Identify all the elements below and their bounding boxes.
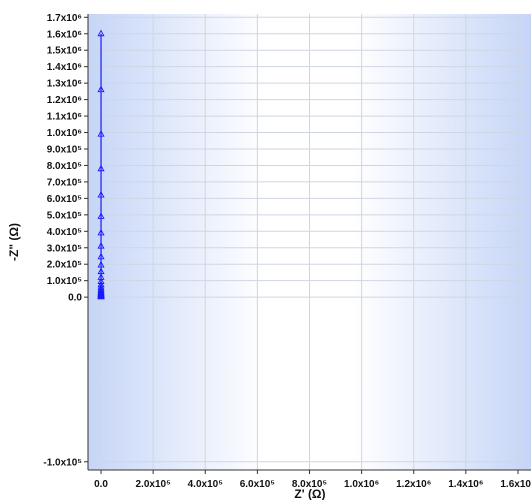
y-tick-label: 1.1x10⁶ — [47, 112, 82, 123]
x-tick-label: 6.0x10⁵ — [240, 479, 276, 490]
x-tick-label: 0.0 — [94, 479, 108, 490]
y-tick-label: 1.7x10⁶ — [47, 13, 82, 24]
y-tick-label: 1.2x10⁶ — [47, 95, 82, 106]
series-group — [97, 29, 105, 300]
x-axis-ticks: 0.0 2.0x10⁵ 4.0x10⁵ 6.0x10⁵ 8.0x10⁵ 1.0x10⁶ 1.… — [94, 470, 531, 490]
x-axis-label: Z' (Ω) — [294, 487, 325, 500]
data-point — [97, 273, 105, 280]
y-tick-label: 1.4x10⁶ — [47, 62, 82, 73]
y-axis-label: -Z" (Ω) — [7, 223, 21, 261]
data-point — [97, 241, 105, 249]
data-point — [97, 292, 105, 300]
data-point — [97, 164, 105, 172]
y-tick-label: 6.0x10⁵ — [47, 194, 83, 205]
x-tick-label: 1.6x10⁶ — [500, 479, 531, 490]
y-tick-label: 9.0x10⁵ — [47, 144, 83, 155]
x-tick-label: 1.0x10⁶ — [344, 479, 379, 490]
y-tick-label: 5.0x10⁵ — [47, 210, 83, 221]
x-tick-label: 1.4x10⁶ — [448, 479, 483, 490]
y-tick-label: 1.0x10⁵ — [47, 276, 83, 287]
y-tick-label: 0.0 — [68, 293, 82, 304]
y-tick-label: 4.0x10⁵ — [47, 227, 83, 238]
data-point — [97, 212, 105, 219]
x-tick-label: 4.0x10⁵ — [188, 479, 224, 490]
x-tick-label: 1.2x10⁶ — [396, 479, 431, 490]
data-point — [97, 252, 105, 260]
y-tick-label: 1.5x10⁶ — [47, 46, 82, 57]
y-tick-label: -1.0x10⁵ — [43, 457, 82, 468]
y-tick-label: 3.0x10⁵ — [47, 243, 83, 254]
data-point — [97, 29, 105, 37]
x-tick-label: 2.0x10⁵ — [135, 479, 171, 490]
x-tick-label: 8.0x10⁵ — [292, 479, 328, 490]
data-point — [97, 130, 105, 137]
y-tick-label: 1.0x10⁶ — [47, 128, 82, 139]
data-point — [97, 228, 105, 236]
y-tick-label: 7.0x10⁵ — [47, 177, 83, 188]
data-point — [97, 85, 105, 93]
y-tick-label: 2.0x10⁵ — [47, 260, 83, 271]
data-point — [97, 190, 105, 198]
y-axis-ticks: -1.0x10⁵ 0.0 1.0x10⁵ 2.0x10⁵ 3.0x10⁵ 4.0x10⁵ 5… — [43, 13, 88, 468]
y-tick-label: 8.0x10⁵ — [47, 161, 83, 172]
data-point — [97, 260, 105, 268]
grid — [88, 14, 531, 470]
y-tick-label: 1.3x10⁶ — [47, 79, 82, 90]
y-tick-label: 1.6x10⁶ — [47, 29, 82, 40]
